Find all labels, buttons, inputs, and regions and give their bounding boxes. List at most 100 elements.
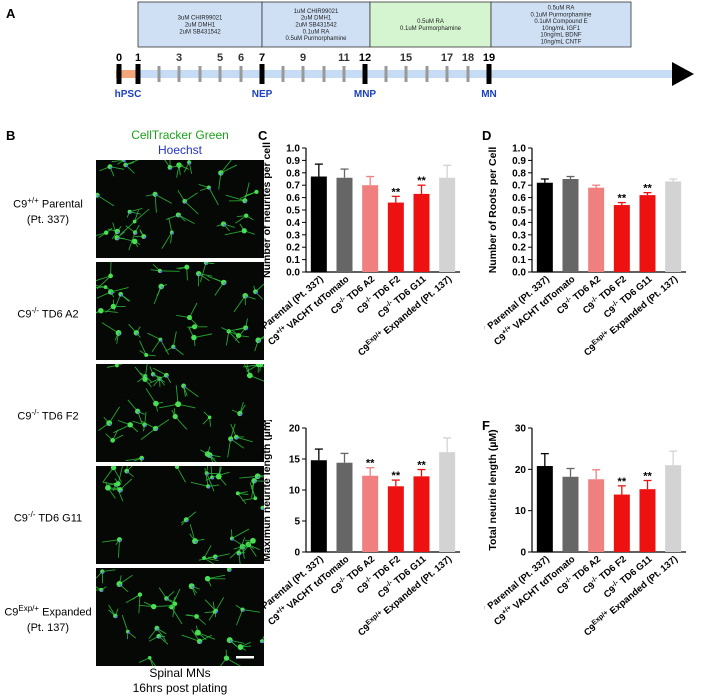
neurite <box>255 283 264 293</box>
y-tick-label: 0 <box>520 548 526 559</box>
cell-body <box>127 422 133 428</box>
chart-neurites-per-cell: 0.0 0.10.2 0.30.40.5 0.60.7 0.80.91.0 Number … <box>258 142 460 359</box>
stain-label-celltracker: CellTracker Green <box>131 128 229 142</box>
minor-tick <box>239 66 243 82</box>
y-tick-label: 0.6 <box>286 193 300 204</box>
neurite <box>102 467 114 483</box>
neurite <box>129 207 143 213</box>
minor-tick <box>342 66 346 82</box>
neurite <box>125 457 142 462</box>
y-axis-label: Maximun neurite length (µm) <box>261 420 273 562</box>
y-tick-label: 15 <box>289 455 301 466</box>
day-label: 0 <box>116 52 122 64</box>
neurite <box>96 275 111 290</box>
media-box-2-line: 1uM CHIR99021 <box>294 9 339 15</box>
nucleus <box>166 375 169 378</box>
genotype-superscript: -/- <box>31 306 40 315</box>
minor-tick <box>157 66 161 82</box>
stage-label-mn: MN <box>481 89 497 100</box>
nucleus <box>211 477 215 480</box>
cell-body <box>235 491 240 496</box>
nucleus <box>183 385 186 389</box>
minor-tick <box>177 66 181 82</box>
bar-6 <box>439 177 456 272</box>
neurite <box>100 310 118 313</box>
cell-body <box>110 466 117 471</box>
bar-2 <box>336 177 353 272</box>
media-box-2-line: 0.5uM Purmorphamine <box>285 36 347 42</box>
nucleus <box>209 454 212 458</box>
cell-render <box>96 568 264 666</box>
y-tick-label: 0.2 <box>286 243 300 254</box>
condition-label-line1: C9-/- TD6 F2 <box>2 405 94 425</box>
significance-mark: ** <box>392 186 401 198</box>
cell-body <box>116 581 123 587</box>
neurite <box>134 208 150 222</box>
cell-body <box>241 228 247 234</box>
nucleus <box>97 195 100 198</box>
nucleus <box>166 598 169 601</box>
nucleus <box>169 167 173 170</box>
neurite <box>240 540 254 555</box>
neurite <box>140 420 156 429</box>
cell-body <box>115 330 122 336</box>
neurite <box>207 574 226 580</box>
nucleus <box>255 291 258 294</box>
category-superscript: -/- <box>563 295 573 305</box>
neurite <box>193 333 213 338</box>
nucleus <box>155 428 158 431</box>
stage-label-mnp: MNP <box>354 89 377 100</box>
nucleus <box>215 556 218 559</box>
condition-label-3: C9-/- TD6 F2 <box>2 405 94 425</box>
neurite <box>172 331 177 347</box>
neurite <box>140 428 156 440</box>
neurite <box>184 192 198 202</box>
neurite <box>227 438 232 458</box>
cell-body <box>172 601 178 607</box>
nucleus <box>116 237 120 240</box>
neurite <box>190 481 209 487</box>
nucleus <box>199 641 202 644</box>
nucleus <box>119 489 123 492</box>
condition-name: TD6 F2 <box>39 410 79 423</box>
neurite <box>149 657 157 666</box>
day-label: 12 <box>359 52 371 64</box>
microscopy-image-3 <box>96 364 264 462</box>
cell-body <box>158 283 165 290</box>
y-tick-label: 0.3 <box>286 230 300 241</box>
cell-body <box>191 334 197 341</box>
nucleus <box>173 346 176 349</box>
cell-body <box>235 333 242 339</box>
nucleus <box>184 201 187 204</box>
cell-body <box>105 484 111 491</box>
neurite <box>218 172 222 190</box>
major-tick-day-12 <box>362 64 368 84</box>
neurite <box>203 545 212 559</box>
bar-6 <box>665 465 682 552</box>
cell-body <box>244 213 249 218</box>
nucleus <box>198 273 201 276</box>
y-tick-label: 0.0 <box>512 268 526 279</box>
significance-mark: ** <box>643 470 652 482</box>
nucleus <box>119 583 122 587</box>
day-label: 19 <box>483 52 495 64</box>
stage-label-hpsc: hPSC <box>115 89 142 100</box>
condition-label-line1: C9Exp/+ Expanded <box>2 601 94 621</box>
neurite <box>243 364 259 368</box>
neurite <box>244 182 250 201</box>
media-box-4 <box>490 1 632 48</box>
neurite <box>153 367 167 376</box>
neurite <box>189 302 198 318</box>
neurite <box>183 385 199 398</box>
nucleus <box>125 164 128 168</box>
cell-body <box>226 637 233 644</box>
neurite <box>249 482 256 499</box>
nucleus <box>261 641 264 644</box>
y-tick-label: 5 <box>294 517 300 528</box>
genotype-prefix: C9 <box>17 410 32 423</box>
y-tick-label: 0.9 <box>512 156 526 167</box>
neurite <box>115 484 124 502</box>
major-tick-day-7 <box>259 64 265 84</box>
cell-body <box>108 273 113 279</box>
neurite <box>134 366 146 380</box>
